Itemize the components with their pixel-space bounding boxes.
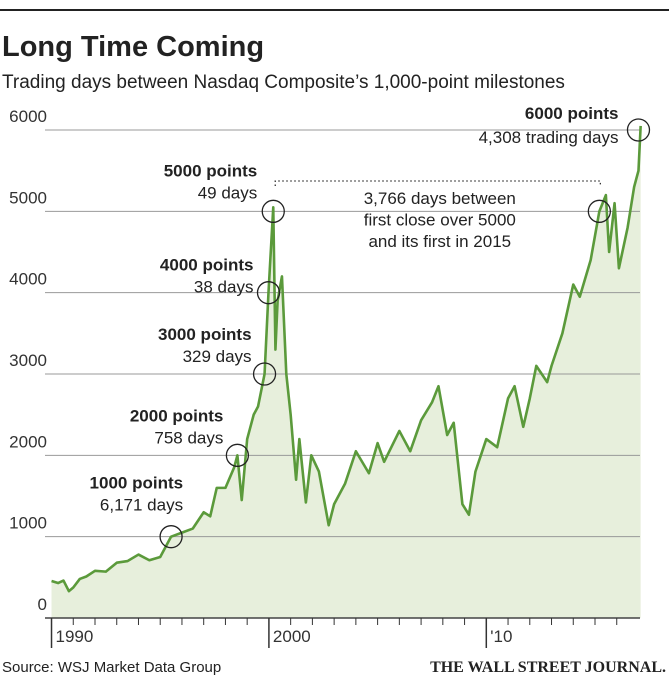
span-note: 3,766 days between bbox=[364, 189, 516, 208]
milestone-circle bbox=[587, 199, 611, 223]
milestone-circle bbox=[225, 443, 250, 467]
y-tick-label: 5000 bbox=[9, 188, 47, 207]
y-tick-label: 1000 bbox=[9, 514, 47, 533]
x-tick-label: 1990 bbox=[56, 627, 94, 646]
milestone-label: 4000 points bbox=[160, 256, 254, 275]
x-tick-label: '10 bbox=[490, 627, 512, 646]
milestone-circle bbox=[159, 525, 183, 549]
line bbox=[51, 125, 642, 593]
chart-title: Long Time Coming bbox=[2, 31, 264, 63]
y-tick-label: 2000 bbox=[9, 432, 47, 451]
brand: THE WALL STREET JOURNAL. bbox=[430, 659, 666, 676]
span-note: and its first in 2015 bbox=[368, 232, 511, 251]
span-bracket bbox=[274, 180, 601, 186]
milestone-note: 38 days bbox=[194, 278, 254, 297]
milestone-circle bbox=[252, 362, 277, 386]
milestone-circle bbox=[261, 199, 285, 223]
milestone-label: 6000 points bbox=[525, 104, 619, 123]
x-tick-label: 2000 bbox=[273, 627, 311, 646]
chart-subtitle: Trading days between Nasdaq Composite’s … bbox=[2, 72, 565, 93]
span-note: first close over 5000 bbox=[364, 211, 516, 230]
milestone-note: 6,171 days bbox=[100, 496, 183, 515]
milestone-circle bbox=[256, 281, 281, 305]
milestone-circle bbox=[626, 118, 651, 142]
y-tick-label: 6000 bbox=[9, 107, 47, 126]
milestone-label: 5000 points bbox=[164, 161, 258, 180]
milestone-note: 49 days bbox=[198, 183, 258, 202]
source: Source: WSJ Market Data Group bbox=[2, 659, 221, 676]
milestone-label: 2000 points bbox=[130, 406, 224, 425]
y-tick-label: 3000 bbox=[9, 351, 47, 370]
y-tick-label: 0 bbox=[38, 595, 47, 614]
y-tick-label: 4000 bbox=[9, 270, 47, 289]
milestone-label: 1000 points bbox=[90, 474, 184, 493]
milestone-note: 4,308 trading days bbox=[479, 128, 619, 147]
area bbox=[51, 125, 641, 618]
milestone-note: 329 days bbox=[183, 347, 252, 366]
milestone-label: 3000 points bbox=[158, 325, 252, 344]
milestone-note: 758 days bbox=[154, 428, 223, 447]
